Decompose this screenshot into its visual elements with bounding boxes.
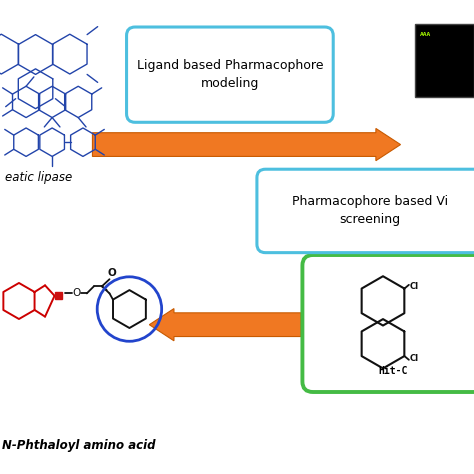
Text: eatic lipase: eatic lipase — [5, 171, 72, 184]
Text: Hit-C: Hit-C — [379, 366, 408, 376]
Text: O: O — [72, 288, 81, 299]
FancyBboxPatch shape — [127, 27, 333, 122]
Text: Cl: Cl — [410, 282, 419, 291]
Text: N-Phthaloyl amino acid: N-Phthaloyl amino acid — [2, 439, 156, 452]
FancyBboxPatch shape — [302, 255, 474, 392]
Text: Pharmacophore based Vi
screening: Pharmacophore based Vi screening — [292, 195, 448, 227]
Bar — [415, 24, 474, 97]
Bar — [55, 292, 62, 299]
FancyArrow shape — [92, 128, 401, 161]
Text: O: O — [108, 268, 116, 278]
Text: Cl: Cl — [410, 354, 419, 363]
FancyArrow shape — [149, 309, 301, 341]
FancyBboxPatch shape — [257, 169, 474, 253]
Text: AAA: AAA — [419, 32, 431, 37]
Text: Ligand based Pharmacophore
modeling: Ligand based Pharmacophore modeling — [137, 59, 323, 90]
